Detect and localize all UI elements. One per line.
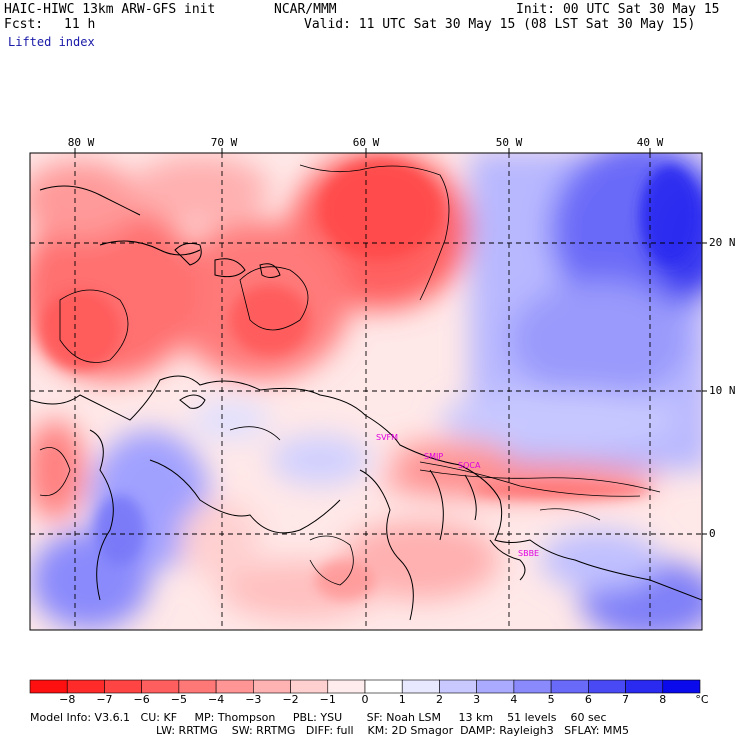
coastlines bbox=[30, 185, 702, 621]
map-frame bbox=[29, 152, 703, 631]
graticule bbox=[30, 153, 702, 630]
station-label: SVFM bbox=[376, 433, 399, 442]
lon-label-40w: 40 W bbox=[636, 136, 664, 149]
colorbar-tick-label: 6 bbox=[584, 693, 592, 706]
colorbar-swatch bbox=[141, 679, 180, 694]
lon-label-50w: 50 W bbox=[495, 136, 523, 149]
lon-label-80w: 80 W bbox=[67, 136, 95, 149]
field-name: Lifted index bbox=[8, 35, 95, 49]
colorbar-tick-label: −5 bbox=[170, 693, 187, 706]
axis-ticks bbox=[74, 148, 707, 535]
lon-label-60w: 60 W bbox=[352, 136, 380, 149]
colorbar-swatch bbox=[327, 679, 366, 694]
colorbar-tick-label: 0 bbox=[361, 693, 369, 706]
model-title: HAIC-HIWC 13km ARW-GFS init bbox=[4, 2, 216, 17]
colorbar-tick-label: 8 bbox=[659, 693, 667, 706]
forecast-hour: 11 h bbox=[64, 17, 96, 32]
colorbar-tick-label: 3 bbox=[473, 693, 481, 706]
lat-label-20n: 20 N bbox=[709, 236, 736, 249]
model-info-line2: LW: RRTMG SW: RRTMG DIFF: full KM: 2D Sm… bbox=[156, 724, 629, 737]
colorbar-tick-label: 7 bbox=[622, 693, 630, 706]
colorbar-tick-label: −2 bbox=[282, 693, 299, 706]
field-shading bbox=[30, 153, 702, 630]
center-name: NCAR/MMM bbox=[274, 2, 337, 17]
colorbar-swatch bbox=[104, 679, 142, 694]
lat-label-10n: 10 N bbox=[709, 384, 736, 397]
colorbar-tick-label: −1 bbox=[319, 693, 336, 706]
lat-label-0: 0 bbox=[709, 527, 716, 540]
colorbar-tick-label: 2 bbox=[435, 693, 443, 706]
lon-label-70w: 70 W bbox=[210, 136, 238, 149]
colorbar-tick-label: 5 bbox=[547, 693, 555, 706]
colorbar-swatch bbox=[662, 679, 701, 694]
colorbar-tick-label: 1 bbox=[398, 693, 406, 706]
forecast-label: Fcst: bbox=[4, 17, 44, 32]
contour-lines bbox=[39, 164, 661, 586]
colorbar bbox=[29, 679, 701, 694]
colorbar-swatch bbox=[476, 679, 515, 694]
model-info-line1: Model Info: V3.6.1 CU: KF MP: Thompson P… bbox=[30, 711, 607, 724]
colorbar-swatch bbox=[401, 679, 440, 694]
colorbar-swatch bbox=[513, 679, 552, 694]
colorbar-swatch bbox=[178, 679, 217, 694]
init-time: Init: 00 UTC Sat 30 May 15 bbox=[516, 2, 720, 17]
colorbar-swatch bbox=[290, 679, 329, 694]
colorbar-swatch bbox=[215, 679, 254, 694]
colorbar-swatch bbox=[29, 679, 68, 694]
colorbar-swatch bbox=[625, 679, 664, 694]
colorbar-swatch bbox=[439, 679, 477, 694]
colorbar-swatch bbox=[66, 679, 105, 694]
colorbar-swatch bbox=[588, 679, 626, 694]
colorbar-tick-label: 4 bbox=[510, 693, 518, 706]
station-label: SMJP bbox=[424, 452, 444, 461]
colorbar-tick-label: −8 bbox=[59, 693, 76, 706]
colorbar-swatch bbox=[364, 679, 403, 694]
colorbar-swatch bbox=[253, 679, 291, 694]
colorbar-tick-label: −7 bbox=[96, 693, 113, 706]
station-label: SBBE bbox=[518, 549, 540, 558]
colorbar-unit: °C bbox=[695, 693, 709, 706]
colorbar-tick-label: −4 bbox=[208, 693, 225, 706]
valid-time: Valid: 11 UTC Sat 30 May 15 (08 LST Sat … bbox=[304, 17, 696, 32]
station-label: SOCA bbox=[458, 461, 481, 470]
colorbar-tick-label: −3 bbox=[245, 693, 262, 706]
colorbar-swatch bbox=[550, 679, 589, 694]
colorbar-tick-label: −6 bbox=[133, 693, 150, 706]
